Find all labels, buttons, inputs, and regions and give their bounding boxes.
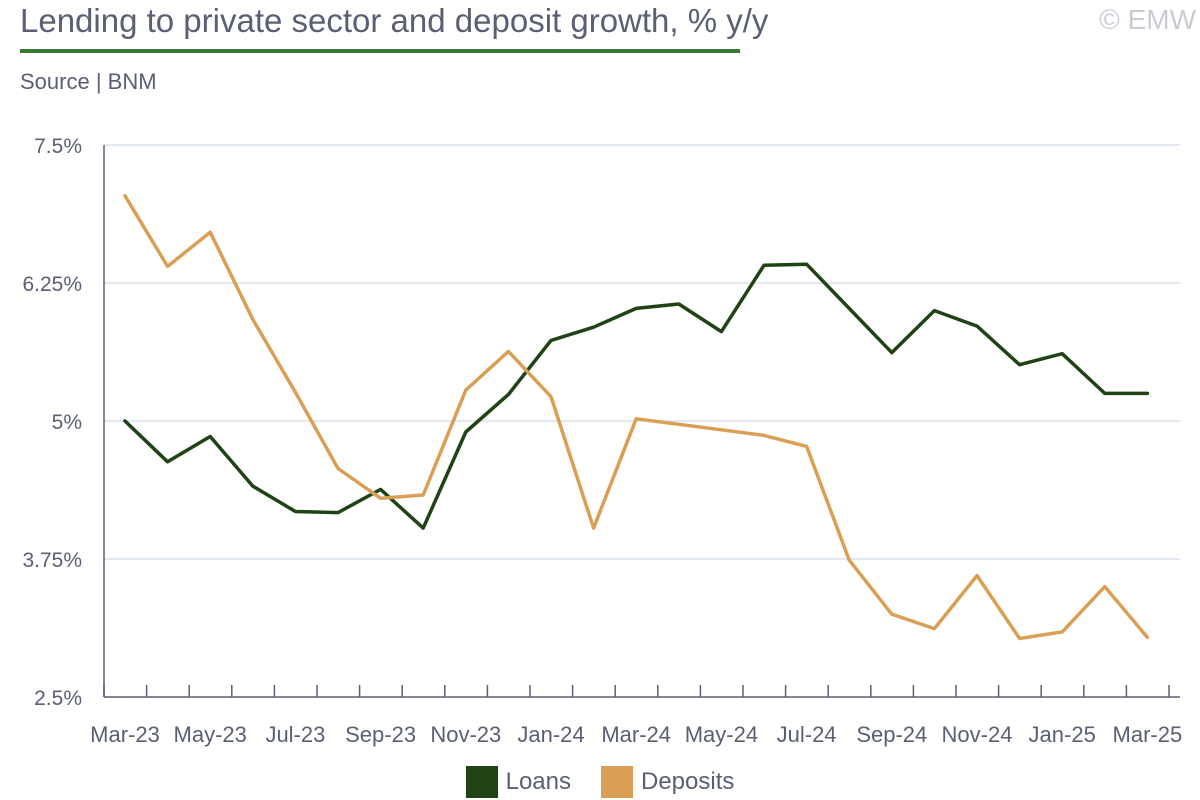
x-tick-label: Sep-24 [856, 722, 927, 747]
legend-swatch-loans [465, 766, 498, 798]
x-tick-label: Nov-23 [430, 722, 501, 747]
x-tick-label: Mar-25 [1113, 722, 1183, 747]
y-tick-label: 7.5% [34, 135, 82, 158]
series-lines [123, 194, 1150, 641]
x-tick-label: Jul-23 [265, 722, 325, 747]
x-tick-label: Mar-24 [601, 722, 671, 747]
legend-label-loans: Loans [505, 768, 571, 795]
legend-item-loans: Loans [465, 766, 571, 798]
line-chart: 2.5% 3.75% 5% 6.25% 7.5% Mar-23 May-23 Jul-23 Se… [22, 135, 1182, 747]
deposits-line [123, 194, 1150, 641]
x-tick-label: May-23 [174, 722, 247, 747]
y-tick-label: 3.75% [22, 549, 82, 572]
loans-line [123, 262, 1150, 530]
watermark: © EMW [1099, 4, 1196, 35]
title-underline [20, 49, 740, 53]
legend: Loans Deposits [0, 766, 1200, 798]
source-note: Source | BNM [20, 69, 157, 94]
legend-item-deposits: Deposits [601, 766, 734, 798]
x-tick-label: Nov-24 [942, 722, 1013, 747]
x-tick-label: Jul-24 [777, 722, 837, 747]
tick-labels: 2.5% 3.75% 5% 6.25% 7.5% Mar-23 May-23 Jul-23 Se… [22, 135, 1182, 747]
x-tick-label: Jan-25 [1029, 722, 1096, 747]
gridlines [104, 144, 1180, 560]
legend-swatch-deposits [601, 766, 633, 798]
y-tick-label: 6.25% [22, 273, 82, 296]
x-tick-label: Jan-24 [517, 722, 584, 747]
chart-title: Lending to private sector and deposit gr… [20, 2, 769, 39]
y-tick-label: 2.5% [34, 687, 82, 710]
axes [103, 145, 1180, 698]
x-tick-label: May-24 [685, 722, 758, 747]
y-tick-label: 5% [52, 411, 82, 434]
x-tick-label: Sep-23 [345, 722, 416, 747]
x-tick-label: Mar-23 [90, 722, 160, 747]
legend-label-deposits: Deposits [641, 768, 735, 795]
